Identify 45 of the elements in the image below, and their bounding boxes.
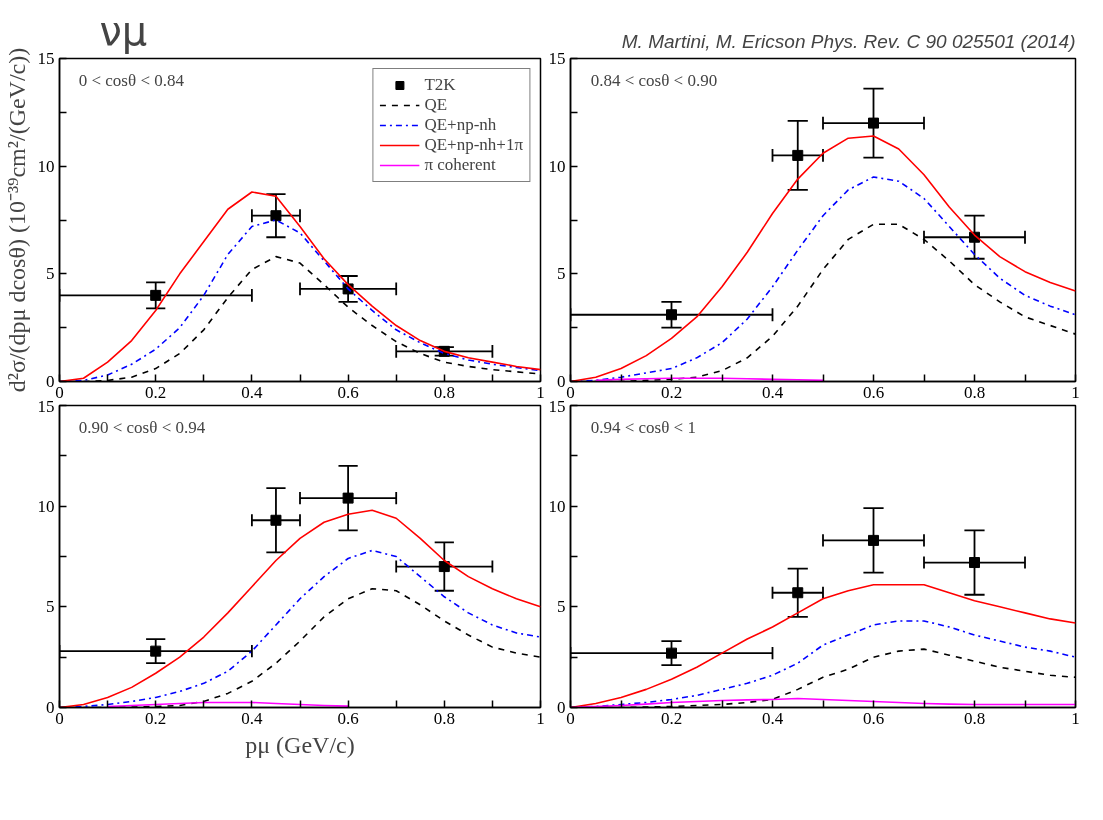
legend-label: QE+np-nh+1π — [424, 135, 523, 155]
x-tick-label: 0.2 — [145, 382, 167, 402]
annotation: 0 < cosθ < 0.84 — [78, 71, 185, 91]
x-tick-label: 0.2 — [145, 708, 167, 728]
x-tick-label: 0.8 — [433, 382, 455, 402]
x-tick-label: 0.2 — [660, 708, 683, 728]
x-tick-label: 0.4 — [761, 708, 784, 728]
x-tick-label: 1 — [536, 382, 545, 402]
x-tick-label: 0.2 — [660, 382, 683, 402]
x-tick-label: 0.6 — [337, 708, 359, 728]
annotation: 0.90 < cosθ < 0.94 — [78, 417, 206, 437]
annotation: 0.94 < cosθ < 1 — [590, 417, 696, 437]
y-axis-title: d²σ/(dpμ dcosθ) (10⁻³⁹cm²/(GeV/c)) — [3, 47, 30, 393]
legend-label: T2K — [424, 75, 456, 95]
legend-label: QE — [424, 95, 448, 115]
annotation: 0.84 < cosθ < 0.90 — [590, 71, 718, 91]
y-tick-label: 15 — [37, 396, 55, 416]
y-tick-label: 5 — [46, 597, 55, 617]
x-tick-label: 1 — [1071, 708, 1080, 728]
y-tick-label: 15 — [37, 49, 55, 68]
x-tick-label: 0.4 — [241, 382, 264, 402]
chart-title: νμ — [99, 7, 148, 54]
legend-label: π coherent — [424, 155, 496, 175]
x-tick-label: 0.8 — [433, 708, 455, 728]
x-tick-label: 0.8 — [963, 382, 986, 402]
y-tick-label: 10 — [37, 156, 55, 176]
y-tick-label: 5 — [557, 264, 566, 284]
x-tick-label: 1 — [1071, 382, 1080, 402]
x-tick-label: 0.6 — [862, 708, 885, 728]
x-tick-label: 0.6 — [862, 382, 885, 402]
text: M. Martini, M. Ericson Phys. Rev. C 90 025501 (2014) — [621, 30, 1076, 52]
y-tick-label: 15 — [548, 49, 566, 68]
y-tick-label: 5 — [46, 264, 55, 284]
x-tick-label: 0.4 — [241, 708, 264, 728]
y-tick-label: 10 — [548, 496, 566, 516]
x-tick-label: 0.8 — [963, 708, 986, 728]
y-tick-label: 10 — [548, 156, 566, 176]
y-tick-label: 15 — [548, 396, 566, 416]
legend-label: QE+np-nh — [424, 115, 497, 135]
x-tick-label: 0.4 — [761, 382, 784, 402]
x-tick-label: 0.6 — [337, 382, 359, 402]
y-tick-label: 5 — [557, 597, 566, 617]
x-tick-label: 1 — [536, 708, 545, 728]
x-axis-title: pμ (GeV/c) — [245, 731, 355, 758]
y-tick-label: 10 — [37, 496, 55, 516]
